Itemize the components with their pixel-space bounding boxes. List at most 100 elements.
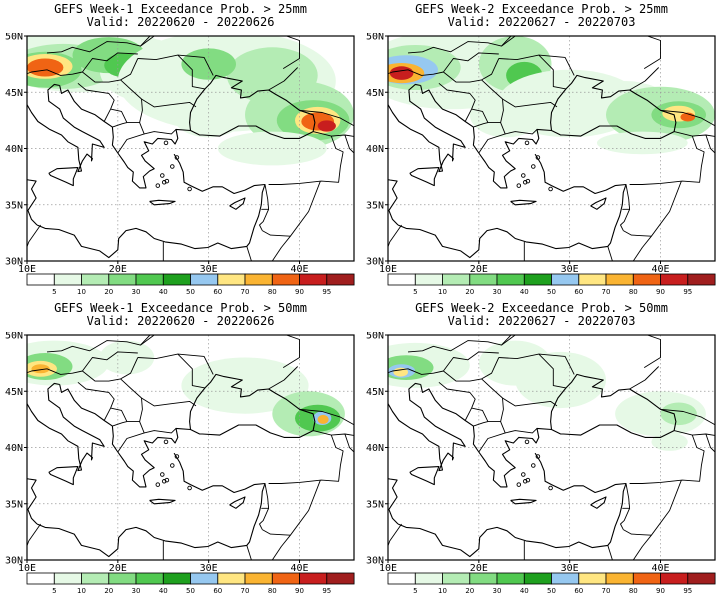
country-border <box>407 335 512 353</box>
colorbar-swatch <box>326 273 355 286</box>
colorbar: 5 10 20 30 40 50 60 70 80 90 95 <box>387 273 716 296</box>
island <box>174 454 180 459</box>
country-border <box>498 54 567 90</box>
country-border <box>673 430 715 436</box>
colorbar-level-label: 70 <box>602 587 611 595</box>
colorbar-swatch <box>26 572 55 585</box>
colorbar-level-label: 60 <box>574 288 583 296</box>
island <box>531 463 536 468</box>
colorbar-swatch <box>299 572 328 585</box>
probability-area <box>651 432 688 451</box>
country-border <box>660 408 715 426</box>
colorbar-level-label: 80 <box>629 587 638 595</box>
colorbar-level-label: 10 <box>438 587 447 595</box>
colorbar-swatch <box>660 273 689 286</box>
country-border <box>290 180 321 237</box>
coastline <box>27 382 105 472</box>
island <box>163 439 169 445</box>
country-border <box>620 508 631 530</box>
country-border <box>299 109 354 127</box>
coastline <box>149 498 176 505</box>
colorbar-swatch <box>469 572 498 585</box>
colorbar-swatch <box>26 273 55 286</box>
country-border <box>110 407 145 453</box>
lon-label: 40E <box>651 264 669 275</box>
lat-label: 35N <box>366 200 384 211</box>
lat-label: 45N <box>5 387 23 398</box>
country-border <box>139 98 143 123</box>
island <box>548 485 553 491</box>
probability-area <box>596 131 688 155</box>
country-border <box>120 79 197 108</box>
country-border <box>112 122 128 128</box>
island <box>524 140 530 146</box>
country-border <box>481 79 558 108</box>
country-border <box>82 357 139 382</box>
probability-area <box>515 351 606 409</box>
country-border <box>620 209 631 231</box>
colorbar-swatch <box>81 572 110 585</box>
lon-label: 30E <box>200 264 218 275</box>
lon-label: 30E <box>561 264 579 275</box>
country-border <box>261 483 270 509</box>
coastline <box>388 179 399 226</box>
colorbar-swatch <box>632 273 661 286</box>
colorbar-swatch <box>605 273 634 286</box>
colorbar-swatch <box>496 572 525 585</box>
country-border <box>177 353 214 375</box>
lat-label: 35N <box>366 499 384 510</box>
country-border <box>27 523 41 548</box>
probability-area <box>615 391 706 437</box>
lat-label: 45N <box>5 88 23 99</box>
panel-valid-dates: Valid: 20220627 - 20220703 <box>447 15 636 29</box>
probability-shading <box>388 36 715 261</box>
country-border <box>471 407 506 453</box>
lat-label: 50N <box>5 33 23 43</box>
colorbar-swatch <box>217 273 246 286</box>
country-border <box>660 109 715 127</box>
probability-area <box>31 364 50 374</box>
colorbar-level-label: 30 <box>132 288 141 296</box>
country-border <box>501 335 661 368</box>
island <box>187 186 192 192</box>
country-border <box>407 36 512 54</box>
colorbar-level-label: 20 <box>465 288 474 296</box>
colorbar-level-label: 60 <box>574 587 583 595</box>
lat-label: 40N <box>366 144 384 155</box>
island <box>521 472 526 477</box>
coastlines-borders <box>388 36 715 261</box>
colorbar-swatch <box>687 572 716 585</box>
country-border <box>365 478 383 558</box>
colorbar-swatch <box>53 273 82 286</box>
lon-label: 20E <box>109 563 127 574</box>
country-border <box>259 508 270 530</box>
coastline <box>397 153 627 259</box>
country-border <box>388 351 499 375</box>
lat-label: 45N <box>366 88 384 99</box>
colorbar: 5 10 20 30 40 50 60 70 80 90 95 <box>26 572 355 595</box>
coastline <box>420 373 677 488</box>
colorbar-swatch <box>414 572 443 585</box>
coastline <box>510 199 537 206</box>
country-border <box>505 428 538 434</box>
colorbar-swatch <box>190 572 219 585</box>
country-border <box>443 357 500 382</box>
colorbar-level-label: 70 <box>602 288 611 296</box>
colorbar-swatch <box>632 572 661 585</box>
probability-area <box>660 402 697 426</box>
country-border <box>46 36 151 54</box>
country-border <box>500 98 504 123</box>
country-border <box>177 54 214 76</box>
panel-title: GEFS Week-2 Exceedance Prob. > 50mm <box>415 301 668 315</box>
probability-shading <box>27 335 354 560</box>
country-border <box>290 479 321 536</box>
country-border <box>623 529 652 560</box>
coastline <box>14 414 22 432</box>
country-border <box>140 36 300 69</box>
country-border <box>77 82 115 122</box>
country-border <box>144 428 177 434</box>
coastline <box>149 199 176 206</box>
island <box>524 439 530 445</box>
island <box>516 482 522 487</box>
